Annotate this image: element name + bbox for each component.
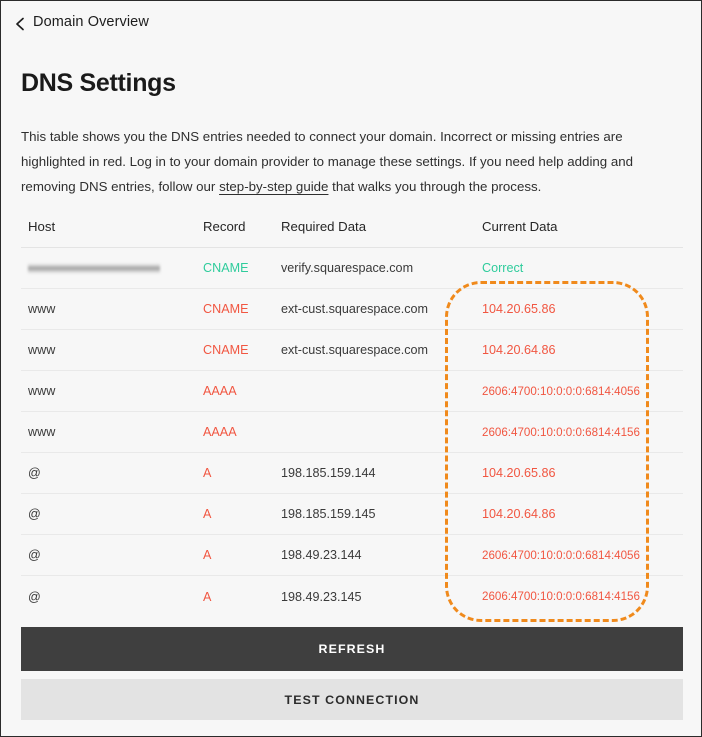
cell-record-type: AAAA [203,425,237,439]
cell-host: www [28,302,56,316]
cell-host: www [28,384,56,398]
table-row: @ A 198.49.23.145 2606:4700:10:0:0:0:6814:4… [21,576,683,617]
table-row: @ A 198.49.23.144 2606:4700:10:0:0:0:6814:4… [21,535,683,576]
cell-current-data: 104.20.64.86 [482,343,556,357]
cell-current-data: 2606:4700:10:0:0:0:6814:4156 [482,590,640,603]
cell-host: www [28,425,56,439]
cell-current-data: 104.20.65.86 [482,466,556,480]
cell-host: @ [28,507,41,521]
cell-required-data: ext-cust.squarespace.com [281,343,428,357]
cell-required-data: 198.185.159.144 [281,466,376,480]
cell-record-type: A [203,466,212,480]
column-header-record: Record [203,219,246,234]
chevron-left-icon [15,17,26,30]
column-header-host: Host [28,219,56,234]
cell-host: @ [28,548,41,562]
cell-required-data: verify.squarespace.com [281,261,414,275]
cell-current-data: 2606:4700:10:0:0:0:6814:4056 [482,548,640,562]
column-header-required-data: Required Data [281,219,367,234]
cell-current-data: Correct [482,261,524,275]
test-connection-button[interactable]: TEST CONNECTION [21,679,683,720]
cell-required-data: ext-cust.squarespace.com [281,302,428,316]
cell-required-data: 198.49.23.145 [281,589,362,604]
cell-current-data: 104.20.64.86 [482,507,556,521]
cell-host: @ [28,589,41,604]
cell-required-data: 198.49.23.144 [281,548,362,562]
cell-current-data: 104.20.65.86 [482,302,556,316]
cell-record-type: CNAME [203,261,249,275]
table-row: @ A 198.185.159.144 104.20.65.86 [21,453,683,494]
step-by-step-guide-link[interactable]: step-by-step guide [219,179,329,194]
intro-text-part2: that walks you through the process. [328,179,542,194]
refresh-button[interactable]: REFRESH [21,627,683,671]
cell-record-type: A [203,507,212,521]
table-row: @ A 198.185.159.145 104.20.64.86 [21,494,683,535]
table-row: www AAAA 2606:4700:10:0:0:0:6814:4156 [21,412,683,453]
cell-host: www [28,343,56,357]
cell-current-data: 2606:4700:10:0:0:0:6814:4156 [482,425,640,439]
table-row: www AAAA 2606:4700:10:0:0:0:6814:4056 [21,371,683,412]
table-body: CNAME verify.squarespace.com Correct www CNA… [21,248,683,617]
dns-records-table: Host Record Required Data Current Data C… [21,206,683,617]
column-header-current-data: Current Data [482,219,558,234]
cell-record-type: AAAA [203,384,237,398]
back-label: Domain Overview [33,14,149,30]
table-row: CNAME verify.squarespace.com Correct [21,248,683,289]
intro-paragraph: This table shows you the DNS entries nee… [21,124,683,199]
cell-record-type: CNAME [203,302,249,316]
cell-record-type: CNAME [203,343,249,357]
cell-host: @ [28,466,41,480]
cell-record-type: A [203,548,212,562]
cell-current-data: 2606:4700:10:0:0:0:6814:4056 [482,384,640,398]
page-title: DNS Settings [21,69,176,97]
redacted-host-value [28,262,160,274]
table-header-row: Host Record Required Data Current Data [21,206,683,248]
cell-host [21,262,203,274]
intro-text-part1: This table shows you the DNS entries nee… [21,129,634,194]
table-row: www CNAME ext-cust.squarespace.com 104.20.6… [21,289,683,330]
table-row: www CNAME ext-cust.squarespace.com 104.20.6… [21,330,683,371]
cell-record-type: A [203,589,212,604]
back-to-domain-overview[interactable]: Domain Overview [15,14,149,30]
cell-required-data: 198.185.159.145 [281,507,376,521]
